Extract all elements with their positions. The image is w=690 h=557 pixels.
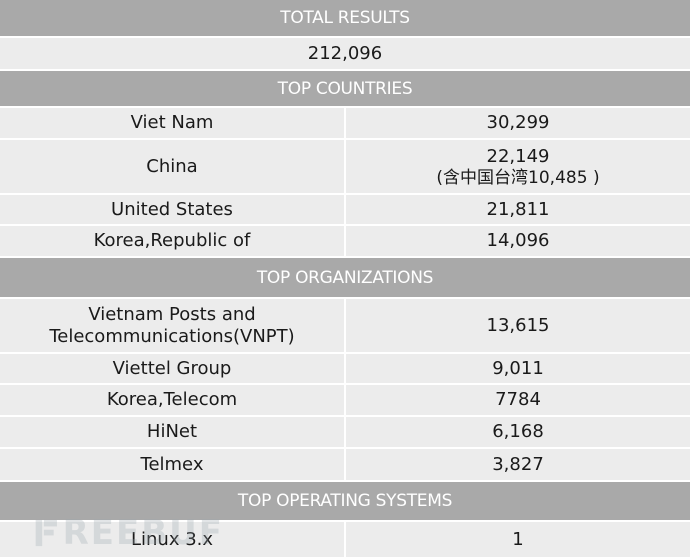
country-name: China bbox=[0, 140, 344, 193]
table-row: Vietnam Posts and Telecommunications(VNP… bbox=[0, 299, 690, 354]
top-countries-header: TOP COUNTRIES bbox=[0, 71, 690, 108]
table-row: Telmex 3,827 bbox=[0, 449, 690, 482]
organization-name: Korea,Telecom bbox=[0, 385, 344, 415]
organization-count: 7784 bbox=[346, 385, 690, 415]
country-count: 22,149 bbox=[486, 145, 550, 167]
table-row: Linux 3.x 1 bbox=[0, 522, 690, 557]
organization-count: 9,011 bbox=[346, 354, 690, 383]
table-row: United States 21,811 bbox=[0, 195, 690, 226]
table-row: Korea,Republic of 14,096 bbox=[0, 226, 690, 258]
table-row: HiNet 6,168 bbox=[0, 417, 690, 449]
country-name: United States bbox=[0, 195, 344, 224]
table-row: China 22,149 (含中国台湾10,485 ) bbox=[0, 140, 690, 195]
country-count: 14,096 bbox=[346, 226, 690, 256]
os-name: Linux 3.x bbox=[0, 522, 344, 557]
total-results-header: TOTAL RESULTS bbox=[0, 0, 690, 38]
organization-name: HiNet bbox=[0, 417, 344, 447]
country-count-cell: 22,149 (含中国台湾10,485 ) bbox=[346, 140, 690, 193]
country-count: 21,811 bbox=[346, 195, 690, 224]
country-name: Viet Nam bbox=[0, 108, 344, 138]
total-results-value-row: 212,096 bbox=[0, 38, 690, 71]
organization-count: 3,827 bbox=[346, 449, 690, 480]
organization-name: Viettel Group bbox=[0, 354, 344, 383]
organization-name-line2: Telecommunications(VNPT) bbox=[49, 325, 295, 347]
country-count: 30,299 bbox=[346, 108, 690, 138]
organization-name: Telmex bbox=[0, 449, 344, 480]
organization-count: 13,615 bbox=[346, 299, 690, 352]
top-organizations-header-label: TOP ORGANIZATIONS bbox=[256, 267, 434, 288]
total-results-value: 212,096 bbox=[307, 43, 383, 64]
organization-name-cell: Vietnam Posts and Telecommunications(VNP… bbox=[0, 299, 344, 352]
table-row: Korea,Telecom 7784 bbox=[0, 385, 690, 417]
organization-name-line1: Vietnam Posts and bbox=[88, 303, 256, 325]
os-count: 1 bbox=[346, 522, 690, 557]
top-countries-header-label: TOP COUNTRIES bbox=[277, 78, 413, 99]
table-row: Viettel Group 9,011 bbox=[0, 354, 690, 385]
country-name: Korea,Republic of bbox=[0, 226, 344, 256]
country-count-note: (含中国台湾10,485 ) bbox=[436, 167, 600, 188]
top-operating-systems-header: TOP OPERATING SYSTEMS bbox=[0, 482, 690, 522]
top-operating-systems-header-label: TOP OPERATING SYSTEMS bbox=[237, 491, 453, 511]
top-organizations-header: TOP ORGANIZATIONS bbox=[0, 258, 690, 299]
table-row: Viet Nam 30,299 bbox=[0, 108, 690, 140]
total-results-header-label: TOTAL RESULTS bbox=[280, 8, 410, 28]
organization-count: 6,168 bbox=[346, 417, 690, 447]
